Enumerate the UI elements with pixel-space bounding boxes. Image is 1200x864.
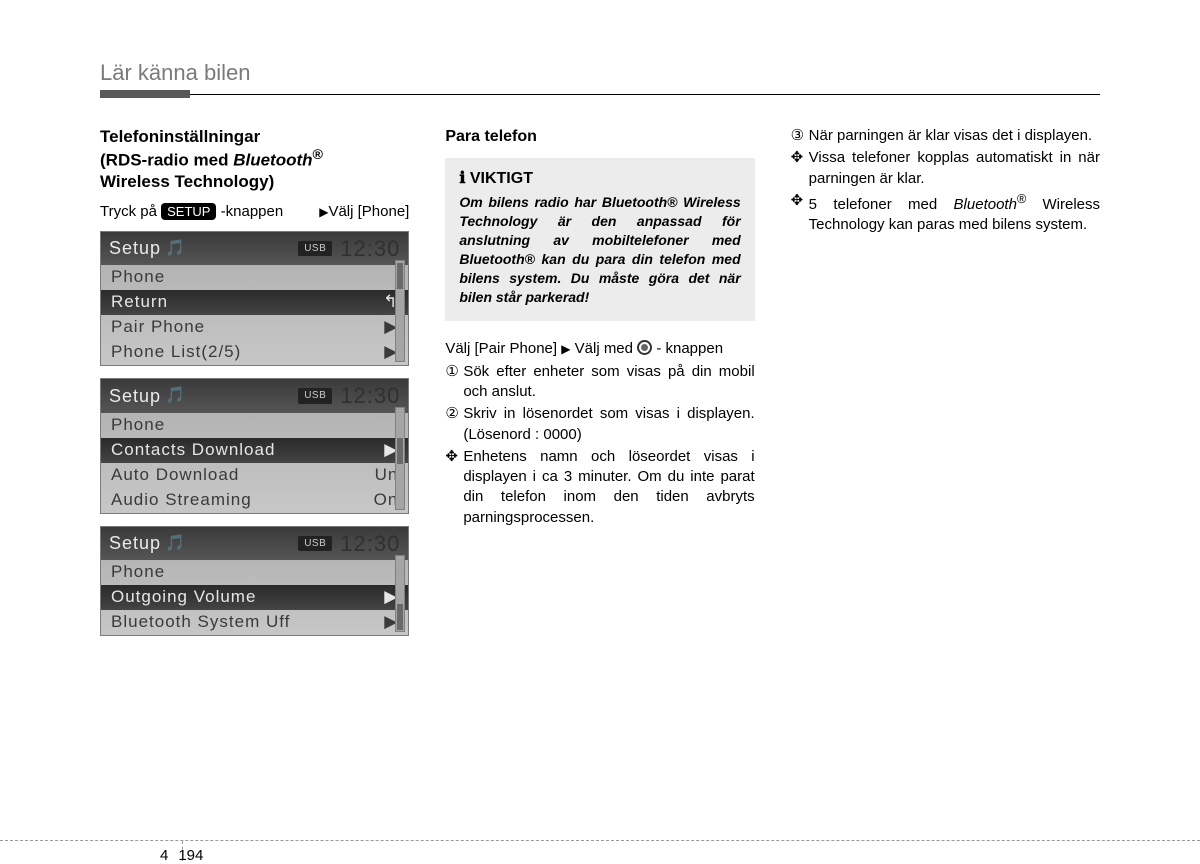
setup-button-label: SETUP	[161, 203, 216, 220]
lcd-screen-3: Setup 🎵 USB 12:30 Phone Outgoing Volume▶…	[100, 526, 409, 637]
title-rule	[100, 90, 1100, 98]
select-line: Välj [Pair Phone] ▶ Välj med - knappen	[445, 339, 754, 359]
scrollbar	[395, 555, 405, 633]
lcd-screen-1: Setup 🎵 USB 12:30 Phone Return↰ Pair Pho…	[100, 231, 409, 366]
chapter-title: Lär känna bilen	[100, 60, 1100, 90]
list-item: ① Sök efter enheter som visas på din mob…	[445, 362, 754, 403]
clock: 12:30	[340, 234, 400, 264]
instruction-line: Tryck på SETUP -knappen ▶Välj [Phone]	[100, 202, 409, 222]
music-icon: 🎵	[165, 533, 186, 555]
col1-heading: Telefoninställningar (RDS-radio med Blue…	[100, 126, 409, 192]
usb-icon: USB	[298, 536, 332, 552]
menu-item: Bluetooth System Uff▶	[101, 610, 408, 635]
list-item: ③ När parningen är klar visas det i disp…	[791, 126, 1100, 146]
music-icon: 🎵	[165, 238, 186, 260]
usb-icon: USB	[298, 388, 332, 404]
page-number: 4194	[160, 847, 203, 864]
page-footer: 4194	[0, 840, 1200, 841]
usb-icon: USB	[298, 241, 332, 257]
list-item: ✥ Vissa telefoner kopplas automatiskt in…	[791, 148, 1100, 189]
menu-item: Audio StreamingOn	[101, 488, 408, 513]
menu-item: Contacts Download▶	[101, 438, 408, 463]
column-2: Para telefon ℹ VIKTIGT Om bilens radio h…	[445, 126, 754, 648]
column-3: ③ När parningen är klar visas det i disp…	[791, 126, 1100, 648]
important-note-box: ℹ VIKTIGT Om bilens radio har Bluetooth®…	[445, 158, 754, 321]
scrollbar	[395, 407, 405, 509]
col2-heading: Para telefon	[445, 126, 754, 148]
menu-item: Outgoing Volume▶	[101, 585, 408, 610]
lcd-screen-2: Setup 🎵 USB 12:30 Phone Contacts Downloa…	[100, 378, 409, 513]
menu-item: Return↰	[101, 290, 408, 315]
scrollbar	[395, 260, 405, 362]
clock: 12:30	[340, 381, 400, 411]
clock: 12:30	[340, 529, 400, 559]
list-item: ✥ Enhetens namn och löseordet visas i di…	[445, 447, 754, 528]
note-body: Om bilens radio har Bluetooth® Wireless …	[459, 193, 740, 306]
list-item: ✥ 5 telefoner med Bluetooth® Wireless Te…	[791, 191, 1100, 236]
info-icon: ℹ	[459, 170, 465, 187]
menu-item: Phone List(2/5)▶	[101, 340, 408, 365]
dial-knob-icon	[637, 340, 652, 355]
music-icon: 🎵	[165, 385, 186, 407]
menu-item: Pair Phone▶	[101, 315, 408, 340]
menu-item: Auto DownloadUn	[101, 463, 408, 488]
list-item: ② Skriv in lösenordet som visas i displa…	[445, 404, 754, 445]
column-1: Telefoninställningar (RDS-radio med Blue…	[100, 126, 409, 648]
